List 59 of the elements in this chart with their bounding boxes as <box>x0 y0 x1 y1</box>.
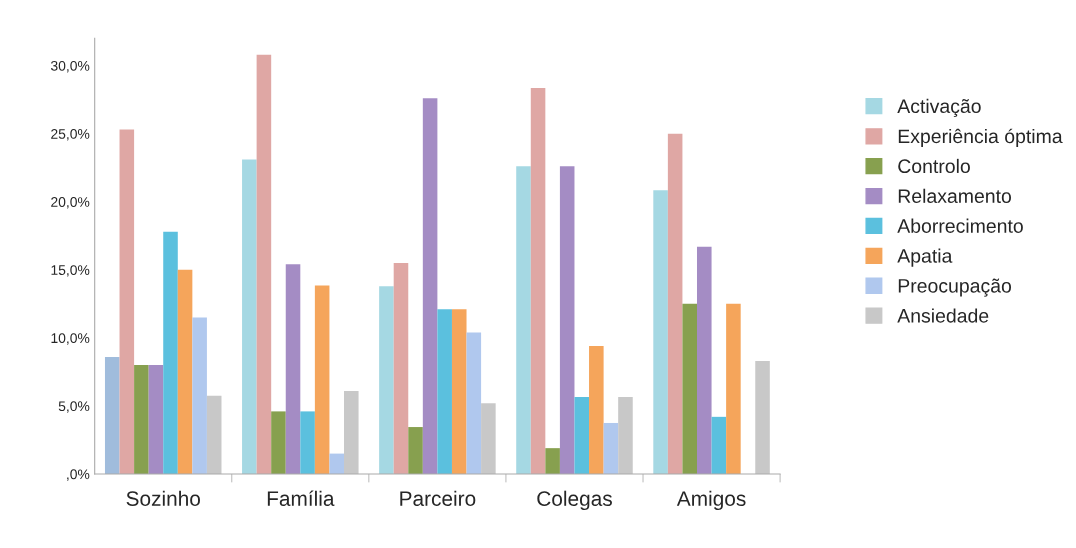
bar <box>574 397 590 475</box>
bar <box>271 411 286 475</box>
bar <box>314 285 330 475</box>
bar <box>653 190 668 475</box>
bar <box>589 346 604 475</box>
y-tick-label: ,0% <box>67 469 90 481</box>
legend-label: Controlo <box>898 158 970 174</box>
bar <box>466 332 482 475</box>
bar <box>329 453 345 475</box>
y-tick-label: 15,0% <box>51 265 90 277</box>
x-tick-label: Sozinho <box>126 490 200 506</box>
bar <box>393 263 409 475</box>
legend-label: Apatia <box>897 248 953 267</box>
bar <box>422 98 438 475</box>
bar <box>437 309 452 475</box>
legend-label: Experiência óptima <box>898 128 1063 148</box>
y-tick-label: 25,0% <box>51 128 90 141</box>
legend-label: Activação <box>897 98 981 118</box>
bar <box>104 356 120 475</box>
bar <box>256 54 272 475</box>
bar <box>134 365 149 475</box>
bar <box>300 411 315 475</box>
bar <box>682 303 697 475</box>
bar <box>177 269 193 475</box>
bar <box>285 264 301 475</box>
bar <box>696 246 712 475</box>
legend-label: Aborrecimento <box>897 218 1023 233</box>
bar <box>451 309 467 475</box>
bar <box>559 166 575 475</box>
y-tick-label: 30,0% <box>50 60 90 73</box>
bar <box>148 365 164 475</box>
x-tick-label: Família <box>267 490 335 506</box>
bar <box>711 416 727 475</box>
bar <box>242 159 257 475</box>
bar <box>603 422 619 475</box>
bar <box>163 231 178 475</box>
legend-label: Ansiedade <box>897 308 989 323</box>
bar <box>726 303 741 475</box>
bar <box>755 361 770 475</box>
bar <box>192 317 207 475</box>
x-tick-label: Parceiro <box>400 490 476 506</box>
bar <box>379 286 394 475</box>
bar <box>344 390 359 475</box>
y-tick-label: 20,0% <box>51 197 90 209</box>
bar <box>119 129 135 475</box>
bar <box>481 403 496 475</box>
legend-label: Relaxamento <box>898 188 1012 204</box>
y-tick-label: 5,0% <box>58 401 90 413</box>
bar <box>667 133 683 475</box>
y-tick-label: 10,0% <box>51 333 90 345</box>
bar <box>530 88 546 475</box>
x-tick-label: Amigos <box>676 490 746 511</box>
bar <box>206 395 222 475</box>
x-tick-label: Colegas <box>537 490 612 511</box>
bar <box>408 427 423 475</box>
bar <box>545 448 560 475</box>
bar <box>516 166 531 475</box>
bar <box>618 397 633 475</box>
legend-label: Preocupação <box>898 278 1012 297</box>
